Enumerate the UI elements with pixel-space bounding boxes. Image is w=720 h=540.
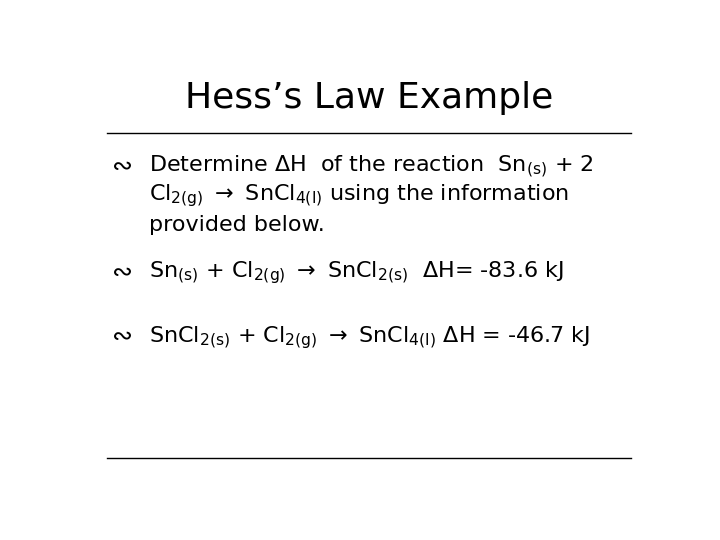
Text: Hess’s Law Example: Hess’s Law Example [185,81,553,115]
Text: ∾: ∾ [112,154,133,179]
Text: ∾: ∾ [112,261,133,285]
Text: Sn$_{\mathregular{(s)}}$ + Cl$_{\mathregular{2(g)}}$ $\rightarrow$ SnCl$_{\mathr: Sn$_{\mathregular{(s)}}$ + Cl$_{\mathreg… [148,259,563,286]
Text: provided below.: provided below. [148,215,324,235]
Text: ∾: ∾ [112,325,133,349]
Text: Cl$_{\mathregular{2(g)}}$ $\rightarrow$ SnCl$_{\mathregular{4(l)}}$ using the in: Cl$_{\mathregular{2(g)}}$ $\rightarrow$ … [148,183,569,209]
Text: Determine $\Delta$H  of the reaction  Sn$_{\mathregular{(s)}}$ + 2: Determine $\Delta$H of the reaction Sn$_… [148,153,593,180]
Text: SnCl$_{\mathregular{2(s)}}$ + Cl$_{\mathregular{2(g)}}$ $\rightarrow$ SnCl$_{\ma: SnCl$_{\mathregular{2(s)}}$ + Cl$_{\math… [148,324,590,350]
